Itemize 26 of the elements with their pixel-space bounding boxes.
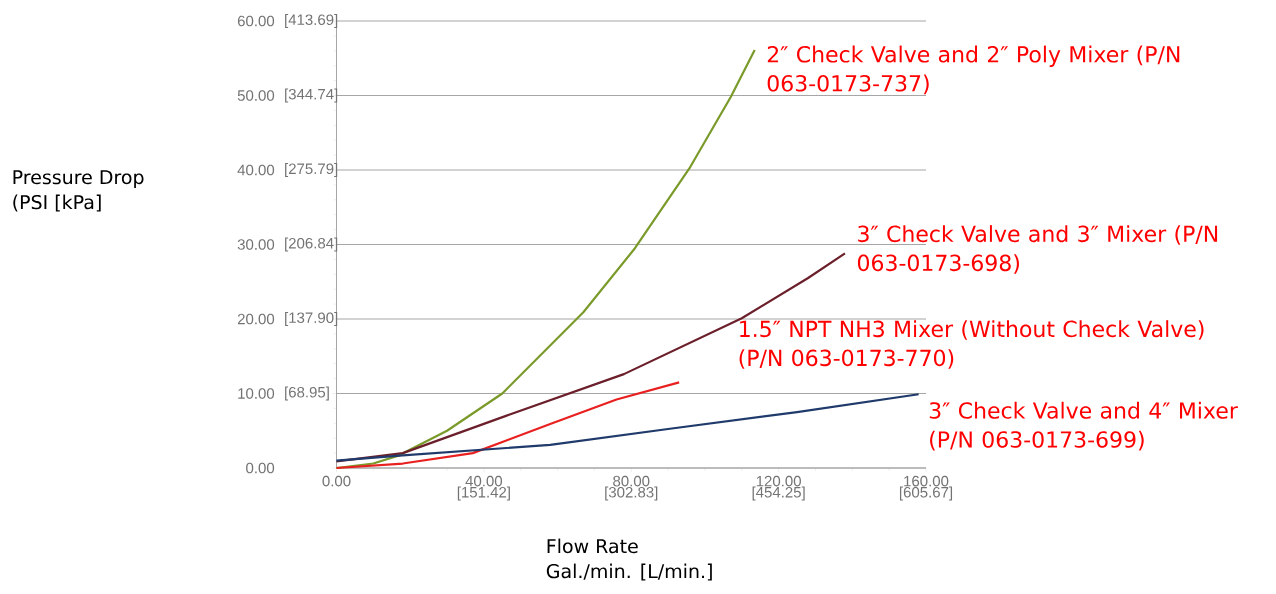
x-tick-label: 80.00 <box>613 475 650 487</box>
x2-tick-label: [454.25] <box>752 486 805 501</box>
line-series <box>335 393 920 462</box>
y-tick-label: 40.00 <box>237 164 275 176</box>
y-tick-label: 50.00 <box>237 90 275 101</box>
y-tick-label: 20.00 <box>237 313 275 325</box>
series-label: 2″ Check Valve and 2″ Poly Mixer (P/N 063-0173-737) <box>767 45 1180 95</box>
x2-tick-label: [302.83] <box>605 486 658 501</box>
text: 1.5″ NPT NH3 Mixer (Without Check Valve) (P/N 063-0173-770) <box>739 320 1204 369</box>
x2-tick-label: [605.67] <box>899 486 953 501</box>
y-tick-label: 30.00 <box>237 239 275 250</box>
x-tick-label: 160.00 <box>904 475 949 487</box>
y2-tick-label: [68.95] <box>285 386 329 401</box>
line-series <box>335 381 681 470</box>
x-axis-title: Flow Rate Gal./min. [L/min.] <box>546 538 712 581</box>
y2-tick-label: [413.69] <box>285 14 338 28</box>
x-tick-label: 0.00 <box>322 475 351 487</box>
series-label: 3″ Check Valve and 4″ Mixer (P/N 063-0173-699) <box>929 401 1238 451</box>
y-tick-label: 60.00 <box>237 15 275 27</box>
y-tick-label: 10.00 <box>238 388 275 399</box>
x2-tick-label: [151.42] <box>457 486 510 501</box>
x-tick-label: 40.00 <box>465 475 503 487</box>
y-axis-title: Pressure Drop (PSI [kPa] <box>13 170 144 212</box>
series-label: 3″ Check Valve and 3″ Mixer (P/N 063-0173-698) <box>857 225 1218 274</box>
y-tick-label: 0.00 <box>246 462 275 474</box>
x-tick-label: 120.00 <box>756 475 801 487</box>
